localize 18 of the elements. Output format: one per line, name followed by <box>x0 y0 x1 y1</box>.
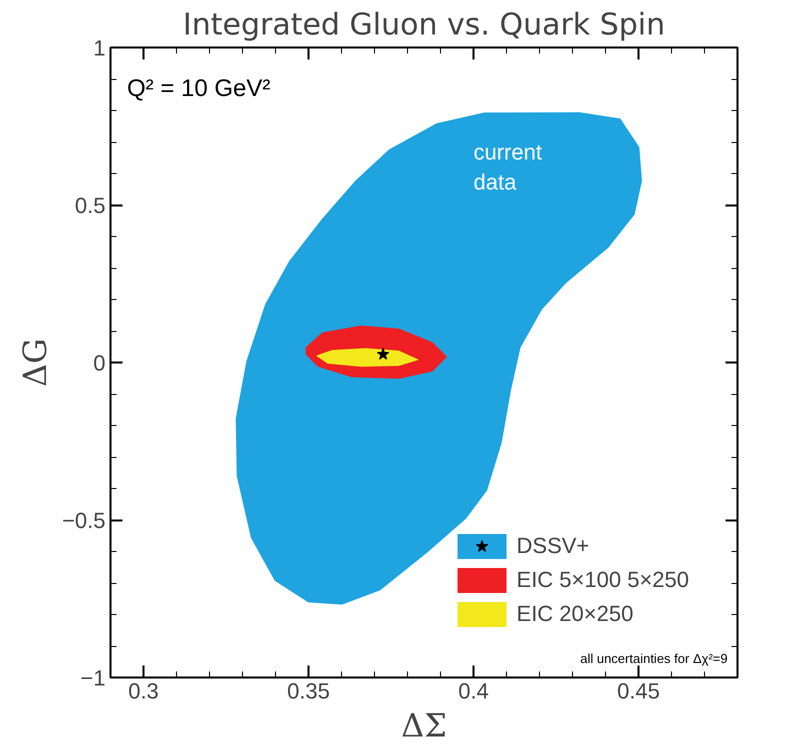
chart-title: Integrated Gluon vs. Quark Spin <box>182 8 666 42</box>
x-tick-label: 0.3 <box>128 678 159 704</box>
legend-label: EIC 5×100 5×250 <box>516 567 689 593</box>
annotation: Q² = 10 GeV² <box>127 74 270 102</box>
x-tick-label: 0.35 <box>287 678 330 704</box>
legend-label: EIC 20×250 <box>516 601 634 627</box>
y-tick-label: −1 <box>80 666 106 690</box>
y-tick-label: 1 <box>93 36 106 60</box>
y-tick-label: 0.5 <box>74 193 106 218</box>
legend-label: DSSV+ <box>516 533 590 559</box>
x-axis-title: ΔΣ <box>401 706 447 744</box>
y-axis-title: ΔG <box>16 338 54 387</box>
y-tick-label: −0.5 <box>62 508 106 533</box>
x-tick-label: 0.4 <box>458 678 489 704</box>
annotation: all uncertainties for Δχ²=9 <box>580 651 728 666</box>
x-tick-label: 0.45 <box>617 678 660 704</box>
y-tick-label: 0 <box>93 350 106 376</box>
annotation: current data <box>474 140 542 195</box>
